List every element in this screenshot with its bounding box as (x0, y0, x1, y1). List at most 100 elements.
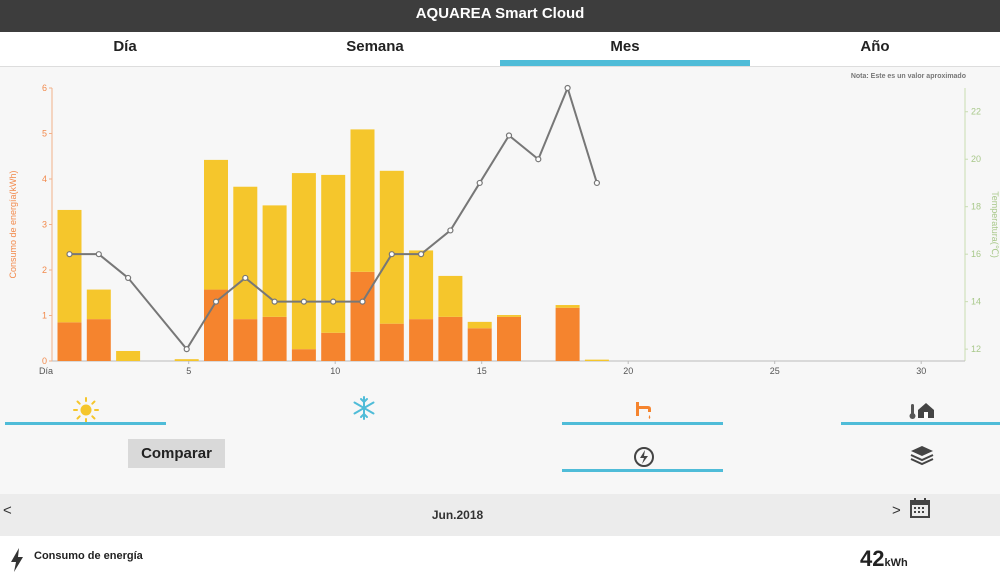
prev-period-button[interactable]: < (3, 502, 12, 519)
y-tick-label: 2 (42, 265, 47, 275)
bar-series1-day-7 (233, 319, 258, 361)
approx-note: Nota: Este es un valor aproximado (850, 73, 966, 80)
y2-tick-label: 18 (971, 202, 981, 212)
bar-series2-day-1 (57, 209, 82, 323)
temperature-point-5 (212, 298, 220, 305)
bar-series2-day-2 (86, 289, 111, 320)
period-label: Jun.2018 (431, 508, 484, 522)
bar-series2-day-9 (291, 173, 316, 350)
bar-series1-day-15 (467, 328, 492, 361)
sun-icon[interactable] (71, 395, 101, 425)
y2-tick-label: 14 (971, 297, 981, 307)
bar-series2-day-18 (555, 305, 580, 308)
bar-series1-day-13 (409, 319, 434, 361)
bar-series1-day-12 (379, 323, 404, 361)
y2-axis-label: Temperatura(℃) (990, 191, 1000, 258)
x-tick-label: 5 (186, 366, 191, 376)
temperature-line (69, 85, 598, 351)
temperature-point-4 (183, 346, 190, 353)
temperature-point-14 (476, 179, 483, 187)
temperature-point-15 (505, 132, 513, 139)
bolt-icon (10, 548, 24, 577)
bar-series2-day-6 (204, 159, 228, 290)
bar-series1-day-14 (438, 316, 463, 361)
y2-tick-label: 12 (971, 344, 981, 354)
compare-button[interactable]: Comparar (128, 439, 225, 468)
house-underline (841, 422, 1000, 425)
y2-tick-label: 22 (971, 107, 981, 117)
snowflake-icon[interactable] (349, 393, 379, 423)
bar-series2-day-14 (438, 275, 463, 317)
x-tick-label: 30 (916, 366, 926, 376)
tab-ano[interactable]: Año (860, 38, 890, 55)
temperature-point-2 (95, 251, 102, 258)
energy-total: 42kWh (860, 546, 908, 572)
temperature-point-8 (300, 298, 307, 305)
y2-tick-label: 16 (971, 249, 981, 259)
x-tick-label: 20 (623, 366, 633, 376)
temperature-point-10 (359, 298, 366, 305)
temperature-point-12 (418, 251, 425, 258)
y-tick-label: 1 (42, 311, 47, 321)
bar-series2-day-15 (467, 321, 492, 329)
bar-series1-day-11 (350, 271, 375, 361)
app-title: AQUAREA Smart Cloud (0, 0, 1000, 32)
bar-series1-day-2 (86, 319, 111, 361)
temperature-point-1 (66, 251, 73, 258)
bar-series2-day-13 (409, 250, 434, 320)
x-axis-label: Día (39, 366, 53, 376)
bar-series1-day-1 (57, 322, 82, 361)
power-icon[interactable] (629, 442, 659, 472)
bar-series1-day-8 (262, 316, 287, 361)
bar-series2-day-16 (497, 315, 521, 317)
tab-dia[interactable]: Día (113, 38, 137, 55)
bar-series2-day-10 (321, 174, 346, 333)
y-tick-label: 4 (42, 174, 47, 184)
house-thermometer-icon[interactable] (907, 395, 937, 425)
mode-selector (0, 392, 1000, 492)
tank-underline (562, 422, 723, 425)
y-tick-label: 3 (42, 220, 47, 230)
power-underline (562, 469, 723, 472)
layers-icon[interactable] (907, 440, 937, 470)
temperature-point-16 (535, 156, 542, 163)
temperature-point-3 (125, 274, 132, 282)
tab-semana[interactable]: Semana (346, 38, 404, 55)
y-tick-label: 6 (42, 83, 47, 93)
total-unit: kWh (884, 557, 908, 569)
total-value: 42 (860, 546, 885, 571)
temperature-point-18 (593, 179, 601, 187)
y-tick-label: 0 (42, 356, 47, 366)
y-axis-label: Consumo de energía(kWh) (8, 170, 18, 278)
bar-series2-day-11 (350, 129, 375, 272)
bar-series1-day-18 (555, 307, 580, 361)
bar-series2-day-12 (379, 170, 404, 324)
period-navigator: < Jun.2018 > (0, 494, 1000, 536)
bar-series2-day-19 (584, 359, 609, 361)
bar-series2-day-3 (116, 350, 141, 361)
temperature-point-13 (447, 227, 454, 234)
temperature-point-6 (242, 274, 249, 282)
bar-series2-day-5 (174, 359, 199, 361)
bar-series1-day-9 (291, 349, 316, 361)
bar-series2-day-8 (262, 205, 287, 317)
faucet-icon[interactable] (629, 395, 659, 425)
temperature-point-9 (330, 298, 337, 305)
temperature-point-11 (388, 251, 395, 258)
period-tabs: Día Semana Mes Año (0, 32, 1000, 67)
calendar-icon[interactable] (909, 497, 931, 524)
heat-underline (5, 422, 166, 425)
y2-tick-label: 20 (971, 154, 981, 164)
energy-consumption-label: Consumo de energía (34, 550, 143, 562)
tab-mes[interactable]: Mes (500, 32, 750, 66)
y-tick-label: 5 (42, 129, 47, 139)
bar-series2-day-7 (233, 186, 258, 320)
x-tick-label: 10 (330, 366, 340, 376)
footer: Consumo de energía 42kWh (0, 536, 1000, 584)
bar-series1-day-16 (497, 316, 521, 361)
x-tick-label: 25 (770, 366, 780, 376)
temperature-point-17 (564, 84, 571, 92)
x-tick-label: 15 (477, 366, 487, 376)
next-period-button[interactable]: > (892, 502, 901, 519)
